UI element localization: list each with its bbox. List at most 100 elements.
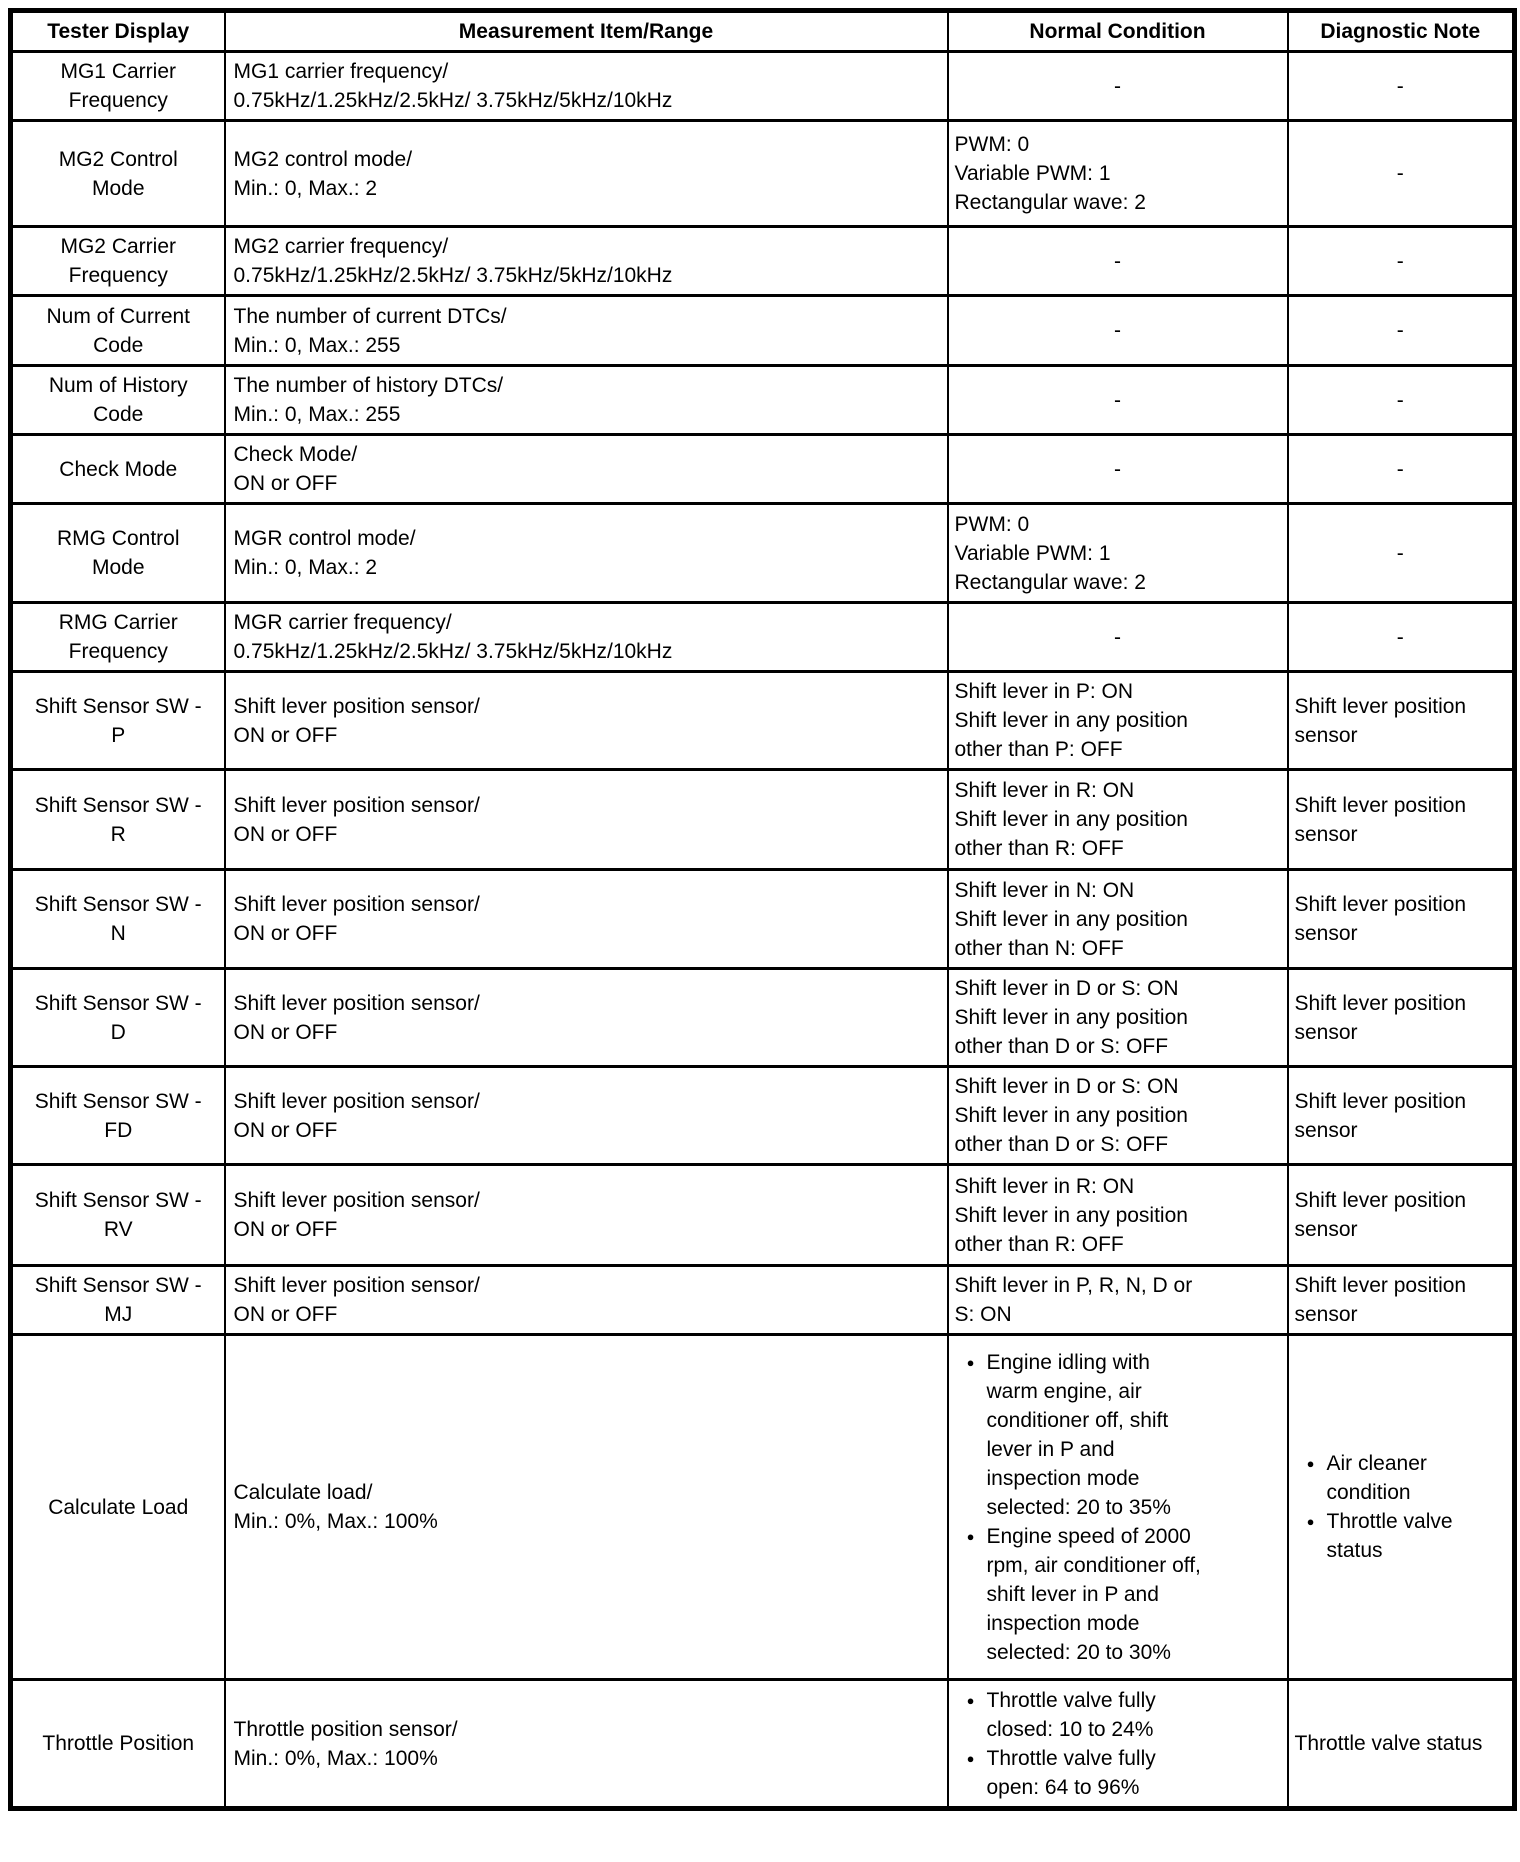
cell-diagnostic-note: - xyxy=(1286,225,1516,297)
cell-text: Shift lever position sensor xyxy=(1294,893,1467,945)
bullet-icon: ● xyxy=(966,1750,975,1766)
bullet-item: ● Throttle valve fully closed: 10 to 24% xyxy=(955,1686,1281,1744)
bullet-text: Throttle valve fully closed: 10 to 24% xyxy=(986,1688,1156,1741)
table-row: Check Mode Check Mode/ ON or OFF - - xyxy=(9,433,1516,505)
cell-tester-display: Shift Sensor SW - P xyxy=(9,670,226,771)
table-row: Num of History Code The number of history… xyxy=(9,364,1516,436)
cell-measurement-item: Check Mode/ ON or OFF xyxy=(223,433,949,505)
table-body: MG1 Carrier Frequency MG1 carrier frequen… xyxy=(9,50,1516,1810)
header-row: Tester Display Measurement Item/Range No… xyxy=(9,9,1516,53)
cell-tester-display: Shift Sensor SW - RV xyxy=(9,1163,226,1267)
bullet-icon: ● xyxy=(966,1692,975,1708)
cell-diagnostic-note: Shift lever position sensor xyxy=(1286,1264,1516,1336)
cell-text: PWM: 0 Variable PWM: 1 Rectangular wave:… xyxy=(954,512,1146,594)
bullet-icon: ● xyxy=(1306,1456,1315,1471)
cell-normal-condition: ● Engine idling with warm engine, air con… xyxy=(946,1333,1289,1681)
table-row: Shift Sensor SW - MJ Shift lever position… xyxy=(9,1264,1516,1336)
cell-diagnostic-note: - xyxy=(1286,601,1516,673)
cell-text: - xyxy=(1114,388,1121,412)
cell-text: - xyxy=(1396,457,1404,481)
bullet-item: ● Throttle valve fully open: 64 to 96% xyxy=(955,1744,1281,1802)
cell-measurement-item: MG2 carrier frequency/ 0.75kHz/1.25kHz/2… xyxy=(223,225,949,297)
cell-tester-display: Check Mode xyxy=(9,433,226,505)
column-header-normal-condition: Normal Condition xyxy=(946,9,1289,53)
cell-text: Shift lever position sensor xyxy=(1294,1089,1467,1142)
cell-normal-condition: Shift lever in N: ON Shift lever in any … xyxy=(946,868,1289,970)
cell-text: - xyxy=(1114,625,1121,649)
cell-diagnostic-note: - xyxy=(1286,119,1516,228)
cell-text: Shift lever position sensor xyxy=(1294,991,1467,1044)
cell-text: Shift lever in P: ON Shift lever in any … xyxy=(954,680,1188,761)
cell-text: Shift lever in D or S: ON Shift lever in… xyxy=(954,977,1188,1058)
table-row: MG2 Control Mode MG2 control mode/ Min.: … xyxy=(9,119,1516,228)
cell-tester-display: Num of History Code xyxy=(9,364,226,436)
table-row: RMG Control Mode MGR control mode/ Min.: … xyxy=(9,502,1516,604)
table-row: Calculate Load Calculate load/ Min.: 0%, … xyxy=(9,1333,1516,1681)
cell-diagnostic-note: - xyxy=(1286,433,1516,505)
bullet-list: ● Air cleaner condition ● Throttle valve st… xyxy=(1295,1449,1507,1565)
cell-normal-condition: Shift lever in P, R, N, D or S: ON xyxy=(946,1264,1289,1336)
bullet-text: Throttle valve fully open: 64 to 96% xyxy=(986,1746,1156,1799)
cell-measurement-item: MG1 carrier frequency/ 0.75kHz/1.25kHz/2… xyxy=(223,50,949,122)
cell-text: Shift lever in R: ON Shift lever in any … xyxy=(954,1174,1188,1256)
cell-tester-display: MG2 Carrier Frequency xyxy=(9,225,226,297)
cell-diagnostic-note: Shift lever position sensor xyxy=(1286,1065,1516,1166)
cell-text: - xyxy=(1114,319,1121,342)
column-header-measurement-item-range: Measurement Item/Range xyxy=(223,9,949,53)
cell-text: - xyxy=(1396,388,1404,412)
cell-normal-condition: Shift lever in D or S: ON Shift lever in… xyxy=(946,1065,1289,1166)
cell-text: - xyxy=(1396,319,1404,342)
cell-text: - xyxy=(1396,625,1404,649)
bullet-list: ● Throttle valve fully closed: 10 to 24% ●… xyxy=(955,1686,1281,1802)
column-header-tester-display: Tester Display xyxy=(9,9,226,53)
cell-text: Throttle valve status xyxy=(1294,1732,1483,1755)
cell-text: - xyxy=(1396,249,1404,273)
cell-text: - xyxy=(1114,249,1121,273)
cell-tester-display: Shift Sensor SW - R xyxy=(9,768,226,871)
cell-normal-condition: - xyxy=(946,433,1289,505)
cell-measurement-item: MGR carrier frequency/ 0.75kHz/1.25kHz/2… xyxy=(223,601,949,673)
cell-diagnostic-note: - xyxy=(1286,50,1516,122)
bullet-text: Air cleaner condition xyxy=(1326,1452,1427,1504)
bullet-item: ● Throttle valve status xyxy=(1295,1507,1507,1565)
cell-text: - xyxy=(1396,541,1404,565)
cell-text: - xyxy=(1114,74,1121,98)
cell-measurement-item: The number of current DTCs/ Min.: 0, Max… xyxy=(223,294,949,367)
cell-tester-display: Shift Sensor SW - N xyxy=(9,868,226,970)
bullet-text: Engine speed of 2000 rpm, air conditione… xyxy=(986,1524,1201,1664)
cell-diagnostic-note: - xyxy=(1286,294,1516,367)
cell-measurement-item: MGR control mode/ Min.: 0, Max.: 2 xyxy=(223,502,949,604)
cell-normal-condition: - xyxy=(946,294,1289,367)
bullet-icon: ● xyxy=(966,1528,975,1544)
cell-text: Shift lever in D or S: ON Shift lever in… xyxy=(954,1075,1188,1156)
cell-normal-condition: - xyxy=(946,225,1289,297)
cell-normal-condition: - xyxy=(946,601,1289,673)
bullet-list: ● Engine idling with warm engine, air con… xyxy=(955,1348,1281,1667)
cell-normal-condition: Shift lever in P: ON Shift lever in any … xyxy=(946,670,1289,771)
cell-normal-condition: Shift lever in D or S: ON Shift lever in… xyxy=(946,967,1289,1068)
bullet-icon: ● xyxy=(1306,1514,1315,1529)
cell-measurement-item: Shift lever position sensor/ ON or OFF xyxy=(223,1163,949,1267)
column-header-diagnostic-note: Diagnostic Note xyxy=(1286,9,1516,53)
cell-text: PWM: 0 Variable PWM: 1 Rectangular wave:… xyxy=(954,133,1146,214)
cell-text: Shift lever position sensor xyxy=(1294,694,1467,747)
cell-normal-condition: PWM: 0 Variable PWM: 1 Rectangular wave:… xyxy=(946,502,1289,604)
table-row: Throttle Position Throttle position senso… xyxy=(9,1678,1516,1810)
bullet-item: ● Engine idling with warm engine, air con… xyxy=(955,1348,1281,1522)
cell-text: - xyxy=(1396,74,1404,98)
cell-measurement-item: Shift lever position sensor/ ON or OFF xyxy=(223,670,949,771)
cell-diagnostic-note: Shift lever position sensor xyxy=(1286,1163,1516,1267)
cell-text: Shift lever in P, R, N, D or S: ON xyxy=(954,1274,1193,1326)
table-row: Shift Sensor SW - RV Shift lever position… xyxy=(9,1163,1516,1267)
table-row: RMG Carrier Frequency MGR carrier frequen… xyxy=(9,601,1516,673)
cell-diagnostic-note: - xyxy=(1286,502,1516,604)
table-row: Num of Current Code The number of current… xyxy=(9,294,1516,367)
cell-normal-condition: - xyxy=(946,50,1289,122)
bullet-text: Throttle valve status xyxy=(1326,1510,1453,1562)
cell-tester-display: RMG Carrier Frequency xyxy=(9,601,226,673)
diagnostic-table: Tester Display Measurement Item/Range No… xyxy=(8,8,1517,1811)
cell-tester-display: MG1 Carrier Frequency xyxy=(9,50,226,122)
table-row: MG2 Carrier Frequency MG2 carrier frequen… xyxy=(9,225,1516,297)
cell-measurement-item: The number of history DTCs/ Min.: 0, Max… xyxy=(223,364,949,436)
cell-measurement-item: Shift lever position sensor/ ON or OFF xyxy=(223,1065,949,1166)
